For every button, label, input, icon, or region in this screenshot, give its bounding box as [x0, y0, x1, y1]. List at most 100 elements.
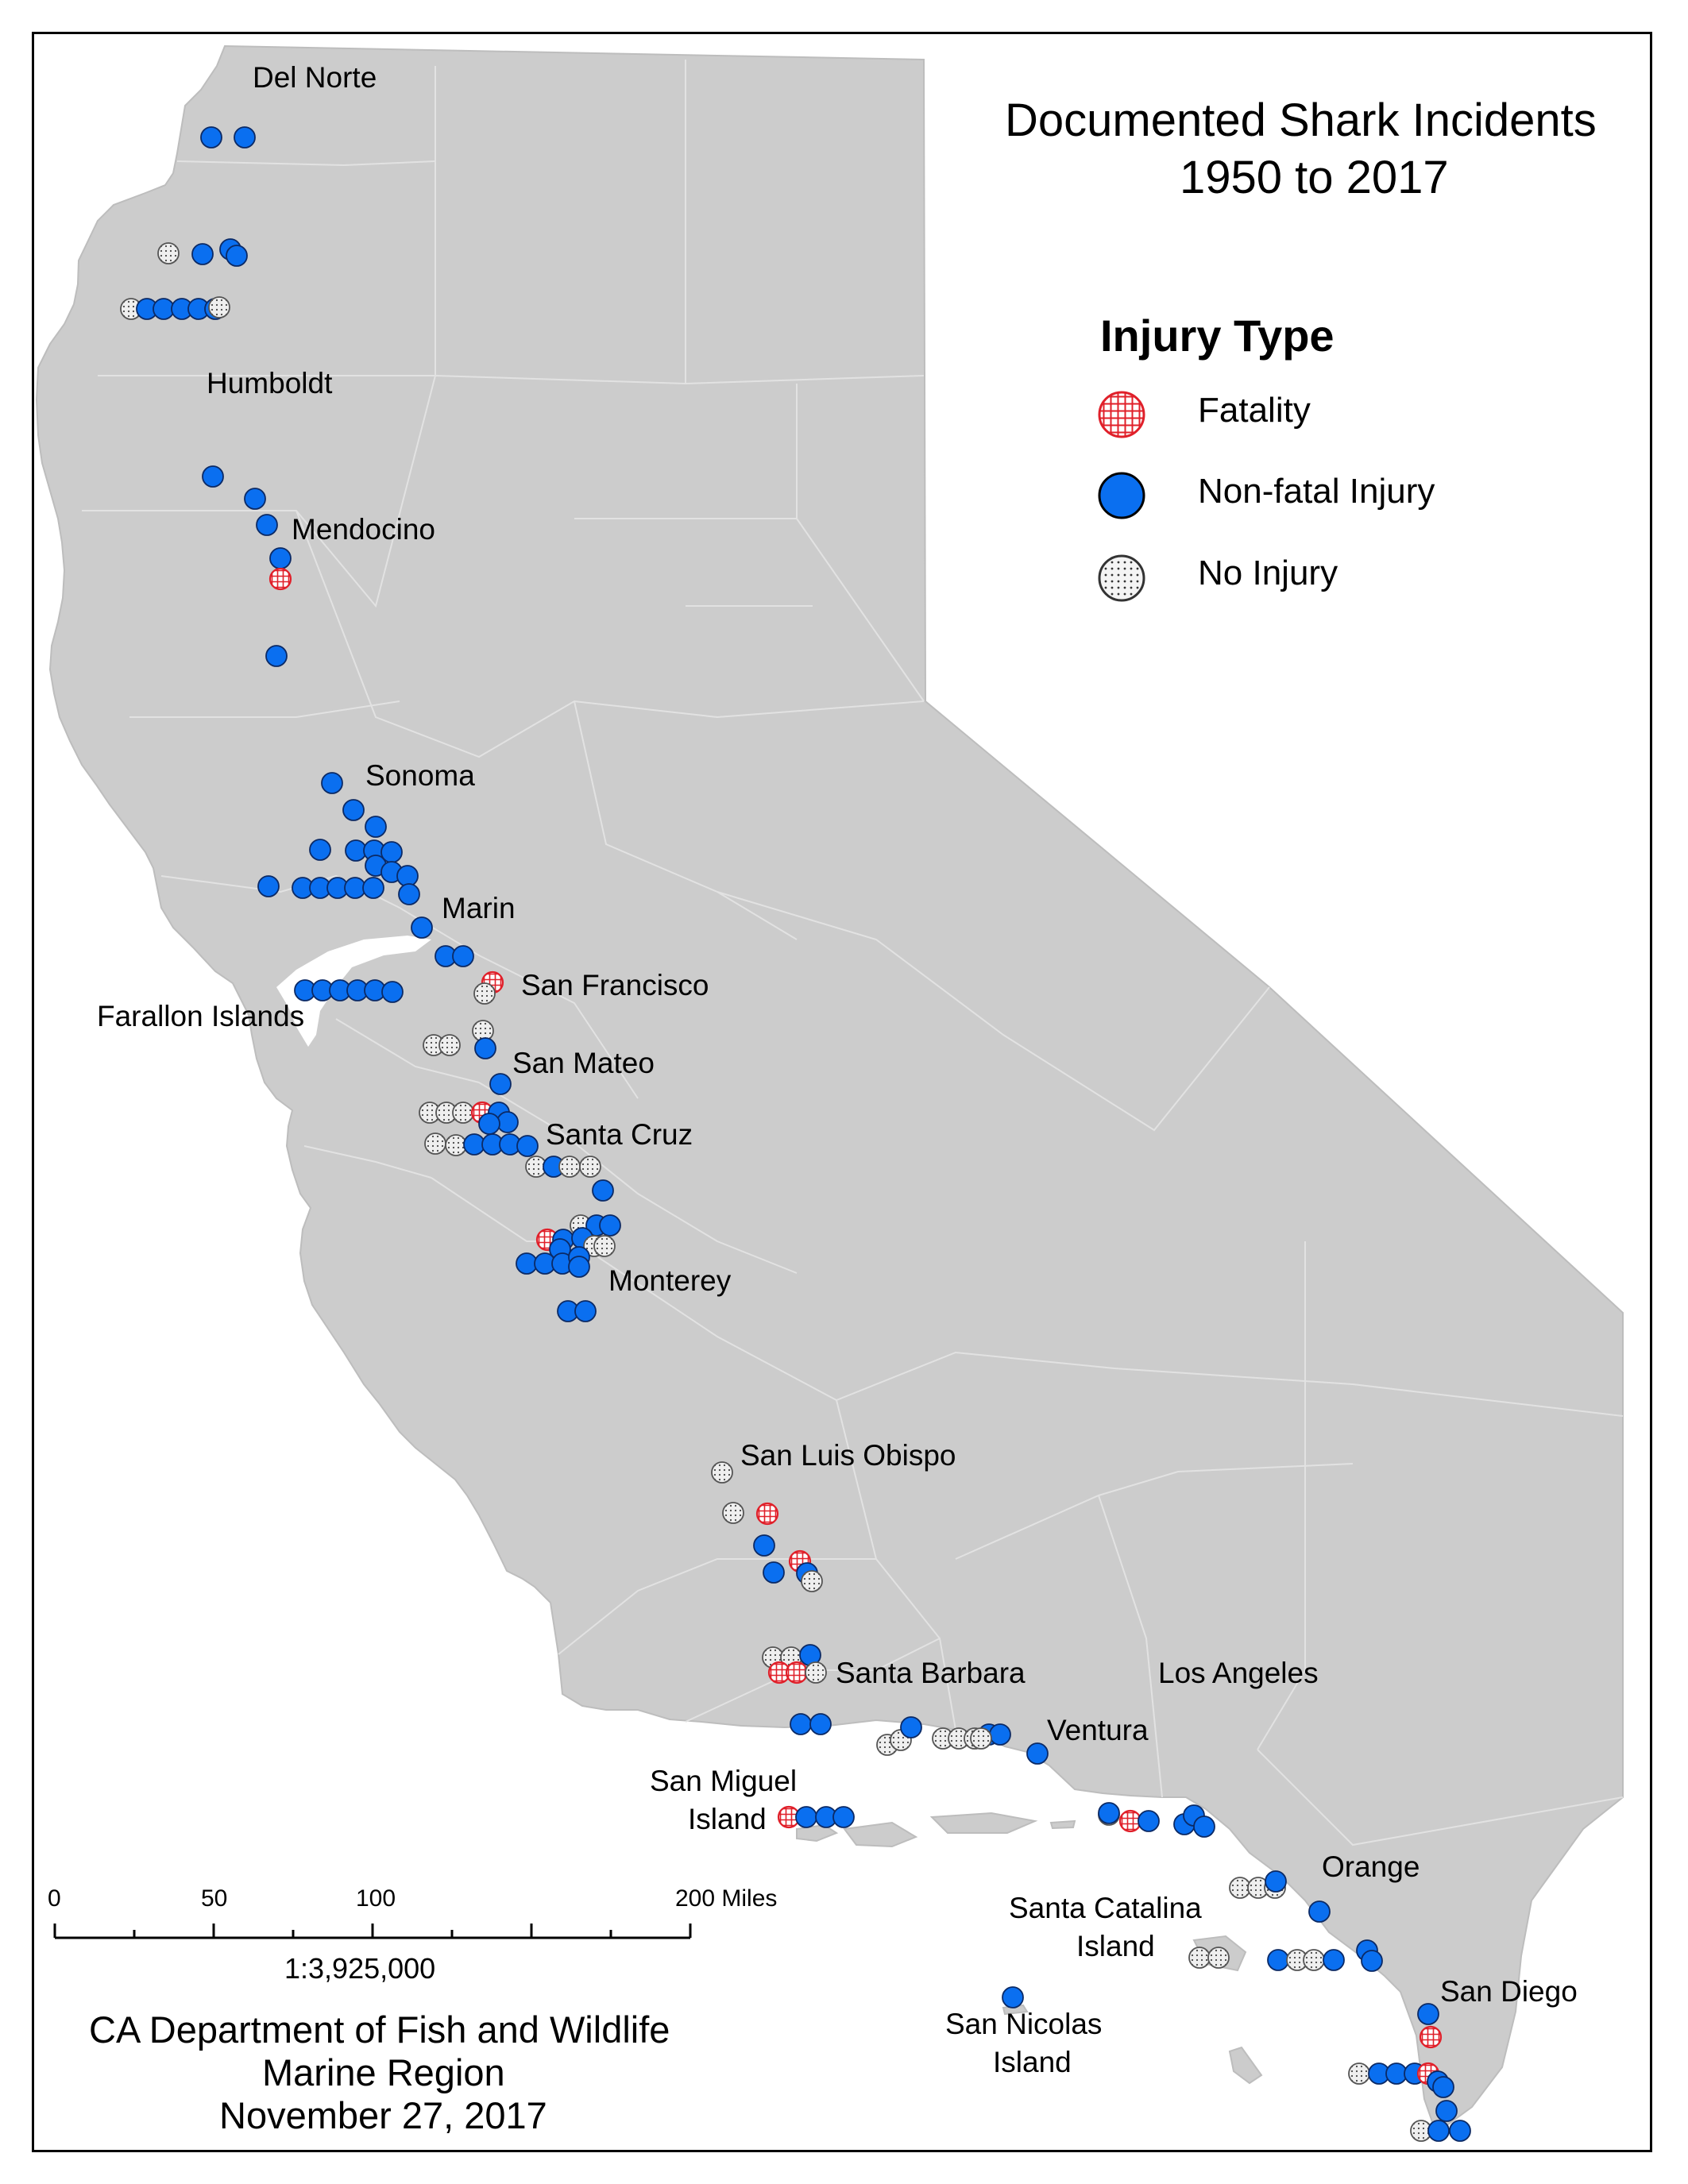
- no-injury-marker: [452, 1102, 474, 1124]
- legend-label-no-injury: No Injury: [1198, 554, 1338, 592]
- label-san-luis-obispo: San Luis Obispo: [740, 1439, 956, 1472]
- scale-tick-200: 200 Miles: [675, 1885, 778, 1912]
- non-fatal-injury-marker: [1267, 1949, 1289, 1971]
- fatality-marker: [755, 1502, 779, 1526]
- scale-tick-50: 50: [201, 1885, 228, 1912]
- no-injury-marker: [1303, 1949, 1325, 1971]
- legend-label-fatality: Fatality: [1198, 391, 1311, 430]
- non-fatal-injury-marker: [809, 1713, 832, 1735]
- scale-tick-100: 100: [356, 1885, 396, 1912]
- non-fatal-injury-marker: [496, 1111, 519, 1133]
- santa-cruz-island-shape: [929, 1812, 1038, 1834]
- non-fatal-injury-marker: [226, 245, 248, 267]
- non-fatal-injury-marker: [1427, 2120, 1450, 2142]
- label-farallon-islands: Farallon Islands: [97, 1000, 305, 1032]
- non-fatal-injury-marker: [753, 1534, 775, 1557]
- map-title-line-1: Documented Shark Incidents: [1005, 95, 1597, 146]
- non-fatal-injury-marker: [1417, 2003, 1439, 2025]
- non-fatal-injury-marker: [1138, 1810, 1160, 1832]
- san-clemente-shape: [1228, 2046, 1263, 2085]
- non-fatal-injury-marker: [202, 465, 224, 488]
- credit-line-3: November 27, 2017: [219, 2094, 547, 2136]
- no-injury-marker: [438, 1034, 461, 1056]
- legend-heading: Injury Type: [1100, 311, 1335, 361]
- label-santa-cruz: Santa Cruz: [546, 1118, 693, 1151]
- map-title-line-2: 1950 to 2017: [1180, 152, 1449, 203]
- label-humboldt: Humboldt: [207, 367, 333, 399]
- fatality-marker: [785, 1661, 809, 1684]
- non-fatal-injury-marker: [989, 1723, 1011, 1746]
- non-fatal-injury-marker: [790, 1713, 812, 1735]
- non-fatal-injury-marker: [516, 1252, 538, 1275]
- non-fatal-injury-marker: [200, 126, 222, 149]
- no-injury-marker: [711, 1461, 733, 1484]
- non-fatal-injury-marker: [362, 877, 384, 899]
- credit-line-1: CA Department of Fish and Wildlife: [89, 2008, 670, 2051]
- non-fatal-injury-marker: [763, 1561, 785, 1584]
- map-frame: [32, 32, 1652, 2152]
- fatality-marker: [268, 567, 292, 591]
- scale-bar-graphic: [53, 1924, 692, 1939]
- non-fatal-injury-marker: [516, 1135, 539, 1157]
- non-fatal-injury-marker: [1385, 2062, 1408, 2085]
- non-fatal-injury-marker: [1026, 1742, 1049, 1765]
- no-injury-marker: [579, 1156, 601, 1178]
- non-fatal-injury-marker: [342, 799, 365, 821]
- label-santa-catalina-line-1: Santa Catalina: [1009, 1892, 1202, 1924]
- fatality-marker: [1118, 1809, 1142, 1833]
- non-fatal-injury-marker: [568, 1256, 590, 1278]
- non-fatal-injury-marker: [256, 514, 278, 536]
- non-fatal-injury-marker: [832, 1806, 855, 1828]
- no-injury-marker: [805, 1661, 827, 1684]
- non-fatal-injury-marker: [398, 883, 420, 905]
- non-fatal-injury-marker: [269, 547, 292, 569]
- no-injury-marker: [722, 1502, 744, 1524]
- label-santa-catalina-line-2: Island: [1076, 1930, 1155, 1962]
- non-fatal-injury-marker: [1323, 1949, 1345, 1971]
- sf-bay: [276, 936, 431, 1047]
- non-fatal-injury-marker: [1098, 1802, 1120, 1824]
- no-injury-marker: [593, 1235, 616, 1257]
- non-fatal-injury-symbol-icon: [1098, 472, 1145, 519]
- label-monterey: Monterey: [608, 1264, 732, 1297]
- label-orange: Orange: [1322, 1850, 1420, 1883]
- no-injury-marker: [1229, 1877, 1251, 1899]
- non-fatal-injury-marker: [599, 1214, 621, 1237]
- non-fatal-injury-marker: [463, 1133, 485, 1156]
- no-injury-marker: [473, 982, 496, 1005]
- non-fatal-injury-marker: [411, 916, 433, 939]
- non-fatal-injury-marker: [592, 1179, 614, 1202]
- non-fatal-injury-marker: [1432, 2076, 1454, 2098]
- label-san-nicolas-line-1: San Nicolas: [945, 2008, 1103, 2040]
- non-fatal-injury-marker: [365, 816, 387, 838]
- channel-islands: [796, 1812, 1263, 2085]
- non-fatal-injury-marker: [474, 1037, 496, 1059]
- non-fatal-injury-marker: [257, 875, 280, 897]
- non-fatal-injury-marker: [574, 1300, 597, 1322]
- label-sonoma: Sonoma: [365, 759, 475, 792]
- non-fatal-injury-marker: [1002, 1986, 1024, 2008]
- no-injury-marker: [1348, 2062, 1370, 2085]
- non-fatal-injury-marker: [265, 645, 288, 667]
- label-mendocino: Mendocino: [292, 513, 436, 546]
- label-san-miguel-line-2: Island: [688, 1803, 767, 1835]
- scale-ratio: 1:3,925,000: [284, 1952, 436, 1985]
- no-injury-marker: [970, 1727, 992, 1750]
- no-injury-marker: [801, 1570, 823, 1592]
- credit-line-2: Marine Region: [262, 2051, 505, 2093]
- non-fatal-injury-marker: [191, 243, 214, 265]
- anacapa-shape: [1049, 1819, 1076, 1830]
- non-fatal-injury-marker: [1308, 1900, 1331, 1923]
- non-fatal-injury-marker: [396, 865, 419, 887]
- non-fatal-injury-marker: [244, 488, 266, 510]
- label-ventura: Ventura: [1047, 1714, 1149, 1746]
- non-fatal-injury-marker: [1435, 2100, 1458, 2122]
- no-injury-marker: [424, 1133, 446, 1155]
- santa-rosa-island-shape: [843, 1821, 918, 1848]
- no-injury-symbol-icon: [1098, 554, 1145, 602]
- fatality-symbol-icon: [1098, 391, 1145, 438]
- non-fatal-injury-marker: [900, 1716, 922, 1738]
- non-fatal-injury-marker: [1449, 2120, 1471, 2142]
- non-fatal-injury-marker: [478, 1113, 500, 1135]
- non-fatal-injury-marker: [381, 981, 404, 1003]
